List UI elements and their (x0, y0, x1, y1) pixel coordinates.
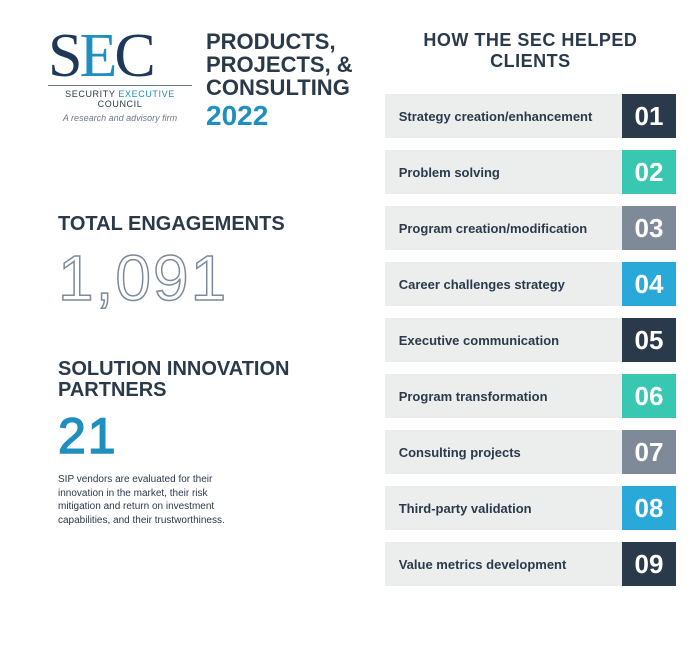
stat-sip: SOLUTION INNOVATION PARTNERS 21 SIP vend… (58, 359, 308, 527)
help-list-row-number: 03 (622, 206, 676, 250)
help-list-row: Problem solving02 (385, 150, 676, 194)
help-list-row: Executive communication05 (385, 318, 676, 362)
help-list-row-number: 02 (622, 150, 676, 194)
stat-sip-title-l1: SOLUTION INNOVATION (58, 358, 289, 380)
help-list-row-number: 09 (622, 542, 676, 586)
headline-line-1: PRODUCTS, (206, 30, 353, 53)
help-list-row-label: Program creation/modification (385, 206, 622, 250)
stat-sip-value: 21 (58, 407, 308, 465)
help-list: HOW THE SEC HELPED CLIENTS Strategy crea… (385, 30, 676, 586)
logo-word-executive: EXECUTIVE (118, 89, 174, 99)
headline-line-3: CONSULTING (206, 76, 353, 99)
help-list-row-number: 08 (622, 486, 676, 530)
help-list-row: Program transformation06 (385, 374, 676, 418)
help-list-rows: Strategy creation/enhancement01Problem s… (385, 94, 676, 586)
help-list-row: Value metrics development09 (385, 542, 676, 586)
logo-letter-s: S (48, 22, 79, 90)
logo-word-council: COUNCIL (98, 99, 143, 109)
help-list-title: HOW THE SEC HELPED CLIENTS (385, 30, 676, 72)
logo-tagline: A research and advisory firm (48, 113, 192, 123)
help-list-row-label: Problem solving (385, 150, 622, 194)
logo-letter-c: C (114, 22, 152, 90)
headline-line-2: PROJECTS, & (206, 53, 353, 76)
help-list-row-label: Consulting projects (385, 430, 622, 474)
help-list-row-label: Strategy creation/enhancement (385, 94, 622, 138)
help-list-row-label: Executive communication (385, 318, 622, 362)
help-list-row-label: Program transformation (385, 374, 622, 418)
stat-engagements-title: TOTAL ENGAGEMENTS (58, 214, 308, 235)
help-list-row-label: Career challenges strategy (385, 262, 622, 306)
sec-logo: SEC SECURITY EXECUTIVE COUNCIL A researc… (48, 30, 192, 123)
help-list-row-number: 01 (622, 94, 676, 138)
help-list-row: Third-party validation08 (385, 486, 676, 530)
help-list-row-label: Value metrics development (385, 542, 622, 586)
logo-acronym: SEC (48, 30, 192, 83)
stat-engagements: TOTAL ENGAGEMENTS 1,091 (58, 214, 308, 315)
help-list-row: Program creation/modification03 (385, 206, 676, 250)
stat-sip-body: SIP vendors are evaluated for their inno… (58, 473, 238, 527)
help-list-row: Career challenges strategy04 (385, 262, 676, 306)
stat-sip-title: SOLUTION INNOVATION PARTNERS (58, 359, 308, 401)
help-list-row-number: 06 (622, 374, 676, 418)
help-list-row: Strategy creation/enhancement01 (385, 94, 676, 138)
help-list-row-number: 04 (622, 262, 676, 306)
headline-year: 2022 (206, 101, 353, 130)
logo-fullname: SECURITY EXECUTIVE COUNCIL (48, 89, 192, 109)
logo-word-security: SECURITY (65, 89, 115, 99)
logo-letter-e: E (79, 22, 114, 90)
help-list-row-label: Third-party validation (385, 486, 622, 530)
stat-engagements-value: 1,091 (58, 241, 308, 315)
infographic-page: SEC SECURITY EXECUTIVE COUNCIL A researc… (0, 0, 700, 652)
help-list-row-number: 05 (622, 318, 676, 362)
stat-sip-title-l2: PARTNERS (58, 379, 167, 401)
headline: PRODUCTS, PROJECTS, & CONSULTING 2022 (206, 30, 353, 131)
help-list-row-number: 07 (622, 430, 676, 474)
left-stats: TOTAL ENGAGEMENTS 1,091 SOLUTION INNOVAT… (58, 214, 308, 571)
help-list-row: Consulting projects07 (385, 430, 676, 474)
